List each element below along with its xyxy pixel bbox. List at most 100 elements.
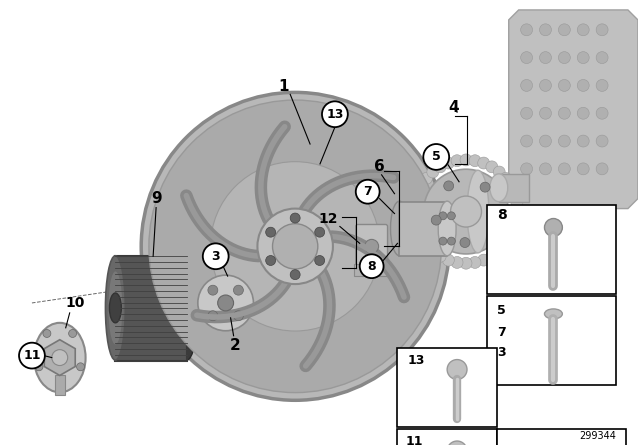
Circle shape (203, 243, 228, 269)
Circle shape (211, 162, 380, 331)
Text: 11: 11 (405, 435, 423, 448)
Bar (399, 202, 447, 256)
Circle shape (540, 107, 552, 119)
Circle shape (469, 155, 481, 167)
Circle shape (444, 181, 454, 191)
Circle shape (577, 135, 589, 147)
Circle shape (577, 107, 589, 119)
Circle shape (427, 166, 439, 178)
Text: 13: 13 (326, 108, 344, 121)
Circle shape (257, 209, 333, 284)
Circle shape (577, 52, 589, 64)
Circle shape (558, 107, 570, 119)
Circle shape (408, 206, 420, 218)
Circle shape (68, 330, 77, 337)
Ellipse shape (545, 309, 563, 319)
Circle shape (442, 157, 454, 169)
Circle shape (460, 257, 472, 269)
Circle shape (412, 223, 424, 235)
Circle shape (596, 163, 608, 175)
Circle shape (77, 363, 84, 371)
Circle shape (315, 227, 324, 237)
Circle shape (511, 197, 523, 209)
Bar (397, 429, 497, 448)
Ellipse shape (106, 256, 125, 360)
Circle shape (521, 24, 532, 36)
Circle shape (360, 254, 383, 278)
Circle shape (447, 360, 467, 379)
Circle shape (420, 239, 433, 251)
Circle shape (451, 257, 463, 268)
Text: 5: 5 (497, 304, 506, 317)
Circle shape (43, 330, 51, 337)
Circle shape (218, 295, 234, 311)
Circle shape (409, 215, 421, 227)
Circle shape (509, 188, 520, 200)
Ellipse shape (438, 201, 456, 256)
Circle shape (415, 232, 428, 243)
Ellipse shape (176, 256, 198, 360)
Text: 13: 13 (408, 353, 425, 366)
Polygon shape (509, 10, 638, 209)
Circle shape (577, 163, 589, 175)
Text: 9: 9 (151, 191, 161, 206)
Circle shape (439, 237, 447, 245)
Circle shape (19, 343, 45, 369)
Circle shape (577, 79, 589, 91)
Circle shape (558, 79, 570, 91)
Bar (487, 205, 616, 294)
Circle shape (460, 154, 472, 166)
Circle shape (486, 250, 498, 262)
Circle shape (356, 180, 380, 204)
Text: 6: 6 (374, 159, 385, 174)
Circle shape (521, 107, 532, 119)
Circle shape (540, 52, 552, 64)
Circle shape (198, 275, 253, 331)
Circle shape (290, 213, 300, 223)
Bar (115, 256, 187, 361)
Circle shape (521, 52, 532, 64)
Circle shape (545, 219, 563, 237)
Circle shape (512, 206, 524, 218)
Text: 3: 3 (497, 345, 506, 358)
Circle shape (505, 180, 516, 192)
Bar (487, 296, 616, 385)
Circle shape (234, 285, 243, 295)
Circle shape (290, 270, 300, 280)
Circle shape (540, 24, 552, 36)
Circle shape (52, 349, 68, 366)
Circle shape (540, 79, 552, 91)
Circle shape (141, 92, 449, 401)
Text: 4: 4 (449, 100, 460, 115)
Circle shape (469, 257, 481, 268)
Circle shape (439, 212, 447, 220)
Circle shape (409, 197, 421, 209)
Circle shape (558, 24, 570, 36)
Circle shape (431, 215, 441, 225)
Circle shape (266, 255, 276, 266)
Text: 1: 1 (278, 79, 289, 94)
Circle shape (505, 232, 516, 243)
Text: 8: 8 (367, 260, 376, 273)
Text: 2: 2 (230, 338, 241, 353)
Circle shape (577, 24, 589, 36)
Circle shape (596, 24, 608, 36)
Circle shape (447, 237, 455, 245)
Circle shape (521, 163, 532, 175)
Circle shape (480, 182, 490, 192)
Circle shape (596, 107, 608, 119)
Ellipse shape (34, 323, 86, 392)
Circle shape (442, 254, 454, 266)
Circle shape (558, 163, 570, 175)
Circle shape (56, 383, 64, 392)
Circle shape (322, 101, 348, 127)
Text: 299344: 299344 (579, 431, 616, 441)
Circle shape (315, 255, 324, 266)
Ellipse shape (390, 201, 408, 256)
Circle shape (423, 144, 449, 170)
Bar (55, 375, 65, 395)
Circle shape (596, 79, 608, 91)
Circle shape (412, 188, 424, 200)
Circle shape (415, 180, 428, 192)
Circle shape (490, 217, 500, 227)
